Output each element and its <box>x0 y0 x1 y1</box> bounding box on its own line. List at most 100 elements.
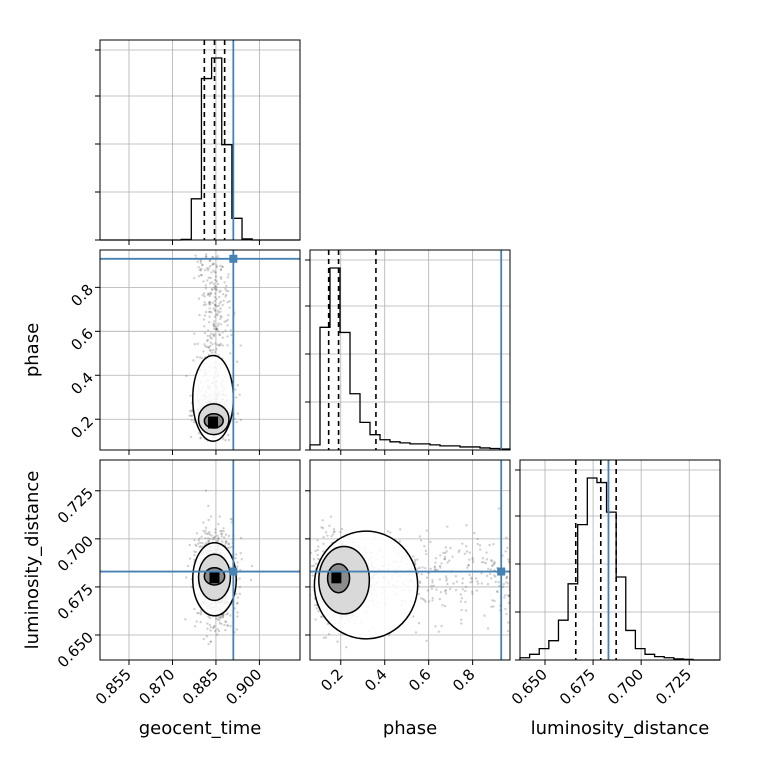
hist-geocent_time-frame <box>99 39 301 241</box>
panel-phase-vs-luminosity_distance-point <box>413 560 417 564</box>
panel-geocent_time-vs-phase-point <box>213 315 217 318</box>
luminosity_distance-xlabel: luminosity_distance <box>531 718 710 739</box>
panel-geocent_time-vs-phase-point <box>212 324 216 328</box>
panel-geocent_time-vs-luminosity_distance-point <box>216 539 220 542</box>
panel-geocent_time-vs-luminosity_distance-point <box>207 532 210 535</box>
panel-phase-vs-luminosity_distance-point <box>507 560 510 564</box>
panel-geocent_time-vs-phase-point <box>230 333 233 337</box>
panel-phase-vs-luminosity_distance-point <box>463 552 467 556</box>
panel-geocent_time-vs-phase-point <box>206 293 210 297</box>
panel-phase-vs-luminosity_distance-point <box>467 564 470 567</box>
panel-phase-vs-luminosity_distance-point <box>482 561 486 564</box>
panel-phase-vs-luminosity_distance-point <box>386 530 390 533</box>
panel-geocent_time-vs-phase-point <box>219 289 222 292</box>
panel-geocent_time-vs-phase-point <box>199 269 203 272</box>
panel-phase-vs-luminosity_distance-frame <box>309 459 511 661</box>
panel-phase-vs-luminosity_distance-point <box>494 580 498 584</box>
panel-phase-vs-luminosity_distance-point <box>434 561 437 564</box>
panel-geocent_time-vs-luminosity_distance-point <box>206 537 210 540</box>
panel-geocent_time-vs-luminosity_distance-content <box>100 460 300 660</box>
panel-geocent_time-vs-phase-point <box>221 336 224 339</box>
panel-geocent_time-vs-phase-point <box>208 344 212 348</box>
panel-phase-vs-luminosity_distance-point <box>423 545 426 548</box>
panel-phase-vs-luminosity_distance-point <box>314 549 317 553</box>
panel-geocent_time-vs-phase-point <box>213 278 217 282</box>
panel-phase-vs-luminosity_distance-point <box>443 555 447 559</box>
panel-geocent_time-vs-phase-point <box>210 288 214 291</box>
panel-geocent_time-vs-phase-point <box>206 338 210 342</box>
panel-phase-vs-luminosity_distance-point <box>485 574 489 578</box>
luminosity_distance-ylabel: luminosity_distance <box>22 471 43 650</box>
panel-geocent_time-vs-luminosity_distance-point <box>208 623 211 627</box>
panel-geocent_time-vs-luminosity_distance-point <box>207 539 210 543</box>
panel-geocent_time-vs-luminosity_distance-point <box>235 602 239 605</box>
panel-phase-vs-luminosity_distance-point <box>488 543 491 547</box>
panel-geocent_time-vs-phase-point <box>205 339 209 343</box>
panel-geocent_time-vs-luminosity_distance-point <box>199 545 203 548</box>
panel-phase-vs-luminosity_distance-point <box>445 577 448 580</box>
panel-geocent_time-vs-luminosity_distance-point <box>206 627 209 631</box>
panel-phase-vs-luminosity_distance-point <box>398 540 402 543</box>
panel-geocent_time-vs-luminosity_distance-point <box>230 521 233 524</box>
panel-geocent_time-vs-phase-point <box>216 343 219 346</box>
panel-phase-vs-luminosity_distance-point <box>460 608 463 612</box>
panel-geocent_time-vs-phase-point <box>212 269 215 272</box>
panel-phase-vs-luminosity_distance-point <box>316 539 319 542</box>
panel-geocent_time-vs-phase-point <box>223 320 226 324</box>
panel-geocent_time-vs-luminosity_distance-point <box>204 537 207 540</box>
panel-geocent_time-vs-phase-point <box>192 359 195 362</box>
panel-geocent_time-vs-luminosity_distance-point <box>229 624 232 628</box>
panel-geocent_time-vs-phase-point <box>202 303 206 307</box>
panel-phase-vs-luminosity_distance-point <box>444 551 447 555</box>
panel-phase-vs-luminosity_distance-point <box>316 553 319 557</box>
panel-phase-vs-luminosity_distance-point <box>412 615 415 618</box>
panel-geocent_time-vs-phase-point <box>224 438 227 442</box>
panel-geocent_time-vs-luminosity_distance-point <box>217 537 220 540</box>
panel-geocent_time-vs-phase-point <box>192 421 196 424</box>
panel-phase-vs-luminosity_distance-point <box>331 533 335 536</box>
panel-geocent_time-vs-luminosity_distance-point <box>225 540 228 543</box>
panel-geocent_time-vs-phase-point <box>217 304 220 308</box>
panel-phase-vs-luminosity_distance-point <box>506 546 509 550</box>
panel-geocent_time-vs-phase-point <box>211 255 214 259</box>
panel-phase-vs-luminosity_distance-point <box>425 639 428 643</box>
panel-phase-vs-luminosity_distance-point <box>439 566 442 569</box>
panel-geocent_time-vs-phase-point <box>219 310 222 313</box>
panel-geocent_time-vs-phase-point <box>197 274 201 278</box>
panel-phase-vs-luminosity_distance-mode <box>331 571 342 584</box>
panel-geocent_time-vs-luminosity_distance-point <box>235 553 238 556</box>
panel-geocent_time-vs-luminosity_distance-point <box>218 621 222 625</box>
panel-phase-vs-luminosity_distance-point <box>495 590 499 593</box>
panel-geocent_time-vs-phase-point <box>221 437 225 440</box>
panel-geocent_time-vs-luminosity_distance-point <box>229 517 232 521</box>
panel-geocent_time-vs-luminosity_distance-point <box>188 557 192 560</box>
panel-geocent_time-vs-phase-point <box>235 420 238 424</box>
panel-geocent_time-vs-phase-point <box>224 329 227 332</box>
panel-phase-vs-luminosity_distance-point <box>301 578 303 580</box>
panel-geocent_time-vs-phase-point <box>219 268 223 271</box>
panel-geocent_time-vs-phase-point <box>202 350 205 353</box>
panel-geocent_time-vs-phase-point <box>226 289 230 293</box>
panel-phase-vs-luminosity_distance-point <box>490 558 493 562</box>
panel-geocent_time-vs-luminosity_distance-point <box>206 622 209 625</box>
panel-geocent_time-vs-luminosity_distance-point <box>224 628 227 632</box>
panel-phase-vs-luminosity_distance-point <box>437 630 441 633</box>
panel-geocent_time-vs-luminosity_distance-point <box>218 515 221 518</box>
panel-geocent_time-vs-phase-point <box>227 313 230 317</box>
panel-phase-vs-luminosity_distance-point <box>507 594 510 598</box>
panel-geocent_time-vs-phase-point <box>210 281 213 284</box>
panel-phase-vs-luminosity_distance-point <box>506 582 510 585</box>
panel-phase-vs-luminosity_distance-point <box>460 597 464 600</box>
panel-geocent_time-vs-luminosity_distance-point <box>221 615 225 618</box>
panel-geocent_time-vs-phase-point <box>227 273 230 276</box>
hist-luminosity_distance-step <box>519 477 720 661</box>
panel-geocent_time-vs-luminosity_distance-point <box>217 537 220 540</box>
panel-phase-vs-luminosity_distance-point <box>468 573 471 576</box>
panel-phase-vs-luminosity_distance-point <box>454 574 458 578</box>
panel-geocent_time-vs-phase-point <box>204 255 208 258</box>
panel-geocent_time-vs-phase-point <box>204 287 208 290</box>
panel-phase-vs-luminosity_distance-point <box>501 585 505 589</box>
panel-phase-vs-luminosity_distance-point <box>336 640 339 643</box>
panel-geocent_time-vs-luminosity_distance-point <box>222 527 225 530</box>
panel-geocent_time-vs-luminosity_distance-point <box>213 535 216 538</box>
